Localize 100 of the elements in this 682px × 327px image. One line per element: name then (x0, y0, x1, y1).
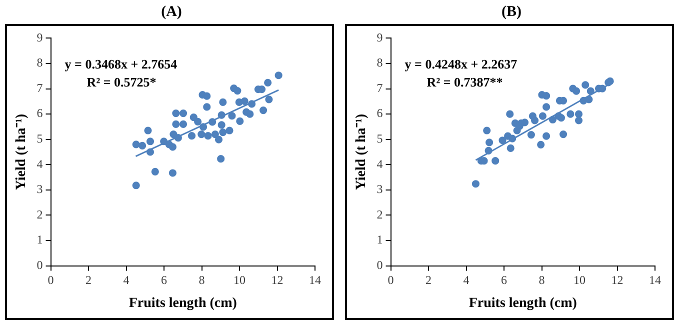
point (151, 168, 159, 176)
point (527, 131, 536, 139)
x-tick-label: 14 (649, 273, 661, 288)
y-tick-label: 5 (36, 132, 43, 146)
point (248, 100, 256, 108)
y-tick-label: 6 (376, 106, 383, 120)
point (217, 155, 225, 163)
point (236, 117, 244, 125)
x-tick-label: 6 (161, 273, 168, 288)
point (211, 130, 219, 138)
point (144, 126, 152, 134)
chart-title: (A) (160, 3, 183, 22)
point (179, 120, 188, 128)
x-tick-label: 2 (426, 273, 432, 288)
y-tick-label: 5 (376, 132, 383, 146)
y-tick-label: 7 (376, 80, 383, 95)
x-tick-label: 12 (611, 273, 624, 288)
x-tick-label: 12 (271, 273, 284, 288)
point (174, 134, 182, 142)
point (506, 144, 514, 152)
x-tick-label: 6 (501, 273, 508, 288)
y-tick-label: 9 (376, 30, 383, 44)
point (138, 142, 146, 150)
y-axis-title: Yield (t ha⁻¹) (354, 113, 370, 190)
point (226, 126, 234, 134)
point (483, 126, 491, 134)
y-tick-label: 8 (36, 56, 43, 70)
point (214, 136, 223, 144)
point (168, 143, 177, 151)
point (218, 111, 226, 119)
y-tick-label: 2 (36, 207, 43, 222)
y-tick-label: 0 (36, 258, 43, 272)
point (132, 182, 140, 190)
x-axis-title: Fruits length (cm) (468, 296, 578, 312)
point (160, 138, 168, 146)
point (203, 92, 211, 100)
annotation: y = 0.3468x + 2.7654 (64, 56, 178, 72)
y-tick-label: 3 (376, 182, 383, 196)
point (542, 132, 550, 140)
x-tick-label: 14 (309, 273, 321, 288)
point (586, 87, 594, 95)
y-tick-label: 9 (36, 30, 43, 44)
y-tick-label: 8 (376, 56, 383, 70)
point (228, 112, 236, 120)
y-tick-label: 4 (36, 156, 43, 171)
point (265, 96, 273, 104)
point (274, 72, 282, 80)
x-axis-title: Fruits length (cm) (128, 296, 238, 312)
point (498, 136, 506, 144)
y-axis-title: Yield (t ha⁻¹) (14, 113, 30, 190)
x-tick-label: 4 (463, 273, 470, 288)
point (542, 103, 550, 111)
point (572, 87, 580, 95)
point (559, 130, 568, 138)
x-tick-label: 0 (388, 273, 394, 288)
point (259, 106, 268, 114)
point (208, 118, 216, 126)
y-tick-label: 3 (36, 182, 43, 196)
point (146, 138, 154, 146)
point (218, 121, 226, 129)
point (172, 110, 180, 118)
x-tick-label: 10 (234, 273, 246, 288)
point (486, 138, 494, 146)
point (538, 112, 547, 120)
annotation: R² = 0.5725* (86, 74, 156, 90)
x-tick-label: 8 (198, 273, 205, 288)
point (168, 169, 177, 177)
y-tick-label: 6 (36, 106, 43, 120)
point (585, 96, 593, 104)
x-tick-label: 2 (86, 273, 92, 288)
point (194, 118, 202, 126)
point (199, 123, 208, 131)
x-tick-label: 10 (574, 273, 586, 288)
x-tick-label: 0 (48, 273, 54, 288)
point (492, 157, 500, 165)
point (204, 132, 212, 140)
y-tick-label: 1 (376, 232, 383, 247)
y-tick-label: 1 (36, 232, 43, 247)
point (240, 97, 248, 105)
point (198, 130, 206, 138)
point (264, 78, 272, 87)
point (548, 116, 557, 124)
x-tick-label: 4 (123, 273, 130, 288)
point (203, 103, 211, 111)
point (582, 81, 590, 89)
point (566, 110, 574, 118)
point (530, 116, 539, 124)
point (574, 116, 583, 124)
chart-title: (B) (500, 3, 522, 22)
point (542, 92, 550, 100)
annotation: y = 0.4248x + 2.2637 (404, 56, 518, 72)
point (132, 140, 140, 148)
point (179, 110, 188, 118)
x-tick-label: 8 (538, 273, 545, 288)
point (234, 87, 242, 95)
point (188, 132, 196, 140)
point (472, 180, 480, 188)
point (172, 120, 180, 128)
point (508, 134, 516, 142)
y-tick-label: 7 (36, 80, 43, 95)
